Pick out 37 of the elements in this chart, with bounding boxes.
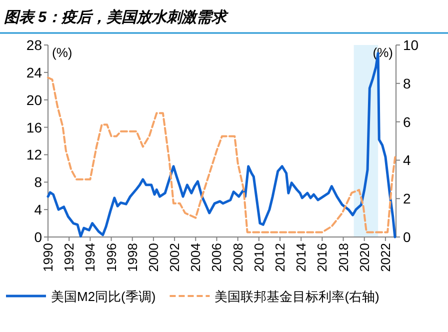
y-tick-label: 24 (26, 64, 42, 80)
x-tick-label: 2020 (356, 243, 372, 272)
legend-label: 美国M2同比(季调) (51, 289, 156, 304)
y-tick-label: 0 (34, 229, 42, 245)
x-tick-label: 1992 (62, 243, 77, 272)
x-tick-label: 2012 (272, 243, 288, 272)
y2-tick-label: 4 (403, 152, 411, 168)
line-series (47, 76, 396, 234)
x-tick-label: 1990 (40, 243, 56, 272)
y-tick-label: 4 (34, 202, 42, 218)
y2-tick-label: 10 (403, 37, 419, 53)
y-tick-label: 28 (26, 37, 42, 53)
x-tick-label: 2010 (251, 243, 266, 272)
x-tick-label: 2006 (209, 243, 224, 272)
x-tick-label: 2004 (188, 243, 204, 272)
x-tick-label: 2008 (230, 243, 246, 272)
y2-tick-label: 8 (403, 75, 411, 92)
chart-title: 图表 5：疫后，美国放水刺激需求 (4, 8, 230, 26)
y2-tick-label: 0 (403, 229, 411, 245)
x-tick-label: 2018 (336, 243, 351, 272)
x-tick-label: 1998 (124, 243, 140, 272)
x-tick-label: 1994 (82, 243, 98, 272)
x-tick-label: 2016 (314, 243, 330, 272)
y-tick-label: 16 (26, 119, 42, 136)
y-axis-title: (%) (52, 45, 72, 60)
y-tick-label: 8 (34, 174, 42, 190)
y2-tick-label: 2 (403, 190, 411, 207)
y-tick-label: 20 (26, 92, 42, 108)
x-tick-label: 2000 (146, 243, 161, 272)
y2-tick-label: 6 (403, 114, 411, 130)
x-tick-label: 1996 (104, 243, 119, 272)
legend-label: 美国联邦基金目标利率(右轴) (214, 289, 380, 304)
x-tick-label: 2014 (294, 243, 309, 272)
x-tick-label: 2002 (167, 243, 182, 272)
y-tick-label: 12 (26, 146, 42, 163)
y2-axis-title: (%) (372, 45, 393, 60)
x-tick-label: 2022 (378, 243, 393, 272)
